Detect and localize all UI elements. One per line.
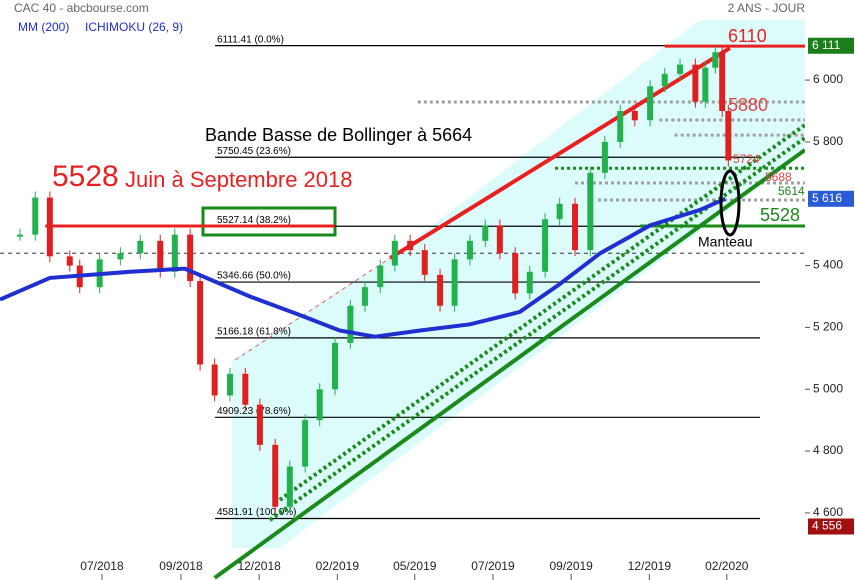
x-tick-label: 02/2019 bbox=[316, 559, 360, 573]
annotation: Juin à Septembre 2018 bbox=[125, 167, 353, 192]
candle bbox=[272, 444, 279, 507]
candle bbox=[661, 73, 668, 87]
fib-label: 4581.91 (100.0%) bbox=[217, 507, 297, 518]
candle bbox=[256, 404, 263, 445]
fib-label: 5346.66 (50.0%) bbox=[217, 271, 291, 282]
annotation: 5724 bbox=[733, 152, 760, 166]
candle bbox=[347, 305, 354, 343]
y-tick-label: 5 800 bbox=[813, 134, 843, 148]
channel-fill bbox=[232, 20, 805, 548]
annotation: 5614 bbox=[778, 184, 805, 198]
candle bbox=[242, 373, 249, 405]
annotation: 5528 bbox=[760, 205, 800, 225]
fib-label: 6111.41 (0.0%) bbox=[217, 34, 284, 45]
moving-average bbox=[0, 196, 727, 339]
candle bbox=[725, 110, 732, 161]
candle bbox=[437, 274, 444, 306]
y-tick-label: 5 000 bbox=[813, 381, 843, 395]
candle bbox=[377, 265, 384, 288]
trendline bbox=[235, 257, 391, 361]
annotation: 5880 bbox=[728, 95, 768, 115]
candle bbox=[197, 281, 204, 365]
trendline bbox=[213, 148, 805, 580]
candle bbox=[496, 225, 503, 254]
candle bbox=[32, 197, 39, 235]
y-tick-label: 6 000 bbox=[813, 72, 843, 86]
annotation: 6110 bbox=[728, 26, 767, 46]
candle bbox=[187, 234, 194, 282]
candle bbox=[421, 250, 428, 275]
candle bbox=[601, 141, 608, 173]
candle bbox=[117, 253, 124, 260]
trendline bbox=[389, 46, 731, 260]
highlight-ellipse bbox=[719, 169, 741, 237]
candle bbox=[302, 420, 309, 467]
candle bbox=[211, 364, 218, 396]
price-tag bbox=[808, 190, 854, 207]
x-tick-label: 07/2018 bbox=[80, 559, 124, 573]
candle bbox=[526, 271, 533, 294]
candle bbox=[66, 256, 73, 266]
candle bbox=[542, 219, 549, 272]
x-tick-label: 09/2018 bbox=[159, 559, 203, 573]
candle bbox=[286, 466, 293, 507]
fib-label: 5166.18 (61.8%) bbox=[217, 327, 291, 338]
candle bbox=[361, 287, 368, 306]
chart-subtitle: 2 ANS - JOUR bbox=[728, 1, 806, 15]
price-tag-label: 5 616 bbox=[812, 191, 842, 205]
candle bbox=[316, 389, 323, 421]
candle bbox=[407, 240, 414, 251]
candle bbox=[451, 259, 458, 306]
price-tag bbox=[808, 518, 854, 535]
x-tick-label: 07/2019 bbox=[471, 559, 515, 573]
annotation: 5528 bbox=[52, 160, 119, 193]
candle bbox=[391, 240, 398, 266]
y-tick-label: 4 800 bbox=[813, 443, 843, 457]
fib-label: 5527.14 (38.2%) bbox=[217, 215, 291, 226]
candle bbox=[171, 234, 178, 272]
candle bbox=[512, 253, 519, 294]
candle bbox=[332, 342, 339, 390]
chart-title: CAC 40 - abcbourse.com bbox=[14, 1, 149, 15]
annotation: 5688 bbox=[765, 170, 792, 184]
y-tick-label: 5 400 bbox=[813, 258, 843, 272]
candle bbox=[677, 64, 684, 74]
candle bbox=[227, 373, 233, 396]
candle bbox=[46, 197, 53, 257]
candle bbox=[719, 52, 726, 111]
x-tick-label: 09/2019 bbox=[549, 559, 593, 573]
candle bbox=[712, 52, 719, 68]
candle bbox=[647, 86, 654, 121]
fib-label: 4909.23 (78.6%) bbox=[217, 406, 291, 417]
candle bbox=[137, 240, 144, 254]
annotation: Bande Basse de Bollinger à 5664 bbox=[205, 125, 472, 145]
price-tag-label: 6 111 bbox=[812, 38, 841, 52]
candle bbox=[692, 64, 699, 102]
candle bbox=[16, 234, 23, 237]
candle bbox=[482, 225, 489, 241]
x-tick-label: 12/2018 bbox=[237, 559, 281, 573]
candle bbox=[466, 240, 473, 260]
candle bbox=[617, 110, 624, 142]
annotation: Manteau bbox=[698, 234, 752, 250]
x-tick-label: 12/2019 bbox=[628, 559, 672, 573]
x-tick-label: 02/2020 bbox=[705, 559, 749, 573]
price-tag bbox=[808, 37, 854, 54]
candle bbox=[631, 110, 638, 121]
x-tick-label: 05/2019 bbox=[393, 559, 437, 573]
y-tick-label: 4 600 bbox=[813, 505, 843, 519]
legend-entry: MM (200) bbox=[18, 20, 69, 34]
y-tick-label: 5 200 bbox=[813, 320, 843, 334]
fib-label: 5750.45 (23.6%) bbox=[217, 146, 291, 157]
candle bbox=[587, 172, 594, 251]
candle bbox=[702, 67, 709, 102]
candle bbox=[572, 203, 578, 251]
candle bbox=[556, 203, 563, 220]
axis-panel bbox=[805, 0, 855, 580]
legend-entry: ICHIMOKU (26, 9) bbox=[85, 20, 183, 34]
candle bbox=[157, 240, 164, 272]
price-tag-label: 4 556 bbox=[812, 519, 842, 533]
highlight-box bbox=[201, 206, 337, 237]
